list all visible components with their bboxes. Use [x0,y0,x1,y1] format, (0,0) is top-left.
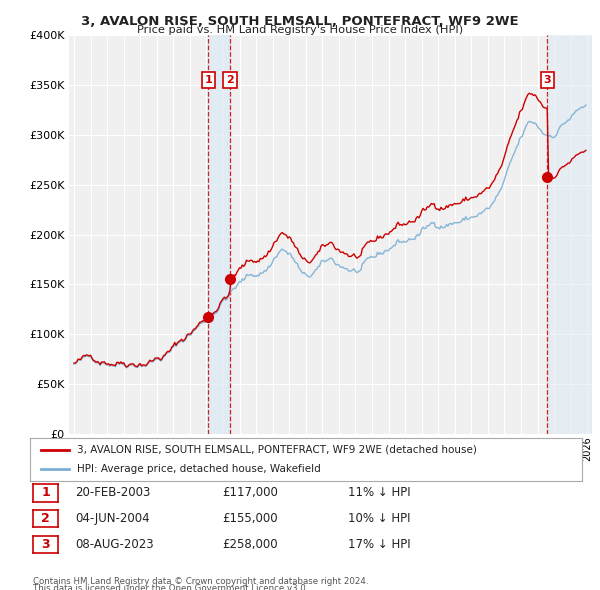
Text: 1: 1 [205,75,212,85]
Text: 17% ↓ HPI: 17% ↓ HPI [348,538,410,551]
Text: £155,000: £155,000 [222,512,278,525]
Text: 3: 3 [41,538,50,551]
Text: 04-JUN-2004: 04-JUN-2004 [75,512,149,525]
Text: 3, AVALON RISE, SOUTH ELMSALL, PONTEFRACT, WF9 2WE (detached house): 3, AVALON RISE, SOUTH ELMSALL, PONTEFRAC… [77,445,477,455]
Text: Contains HM Land Registry data © Crown copyright and database right 2024.: Contains HM Land Registry data © Crown c… [33,577,368,586]
Bar [208,35,230,434]
Text: 10% ↓ HPI: 10% ↓ HPI [348,512,410,525]
Text: 3: 3 [544,75,551,85]
Bar [554,35,592,434]
Text: 20-FEB-2003: 20-FEB-2003 [75,486,151,499]
Text: This data is licensed under the Open Government Licence v3.0.: This data is licensed under the Open Gov… [33,584,308,590]
Text: £258,000: £258,000 [222,538,278,551]
Text: 11% ↓ HPI: 11% ↓ HPI [348,486,410,499]
Text: HPI: Average price, detached house, Wakefield: HPI: Average price, detached house, Wake… [77,464,320,474]
Text: 08-AUG-2023: 08-AUG-2023 [75,538,154,551]
Text: 2: 2 [226,75,234,85]
Text: 3, AVALON RISE, SOUTH ELMSALL, PONTEFRACT, WF9 2WE: 3, AVALON RISE, SOUTH ELMSALL, PONTEFRAC… [81,15,519,28]
Text: Price paid vs. HM Land Registry's House Price Index (HPI): Price paid vs. HM Land Registry's House … [137,25,463,35]
Text: £117,000: £117,000 [222,486,278,499]
Text: 1: 1 [41,486,50,499]
Bar [547,35,592,434]
Text: 2: 2 [41,512,50,525]
